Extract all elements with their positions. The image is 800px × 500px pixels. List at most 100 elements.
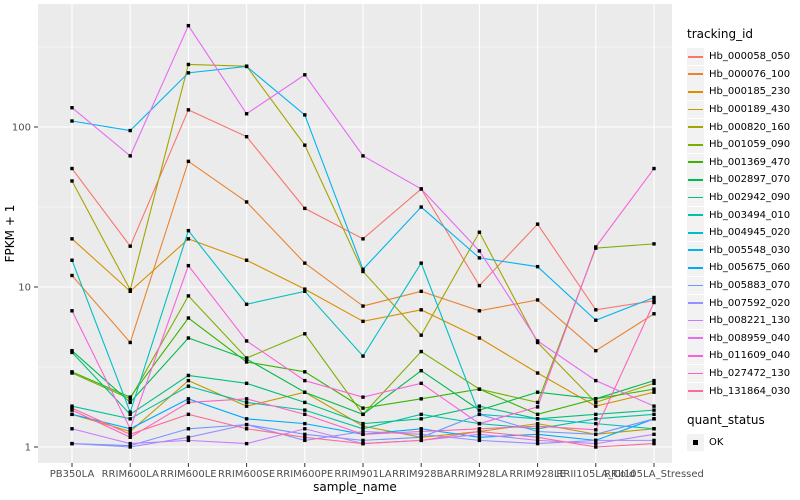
data-point [535, 421, 540, 426]
line-swatch-icon [687, 189, 704, 207]
data-point [652, 390, 656, 394]
data-point [244, 400, 249, 405]
data-point [244, 404, 249, 408]
legend-item-Hb_000058_050: Hb_000058_050 [687, 48, 790, 66]
data-point [652, 378, 656, 383]
data-point [652, 387, 656, 391]
data-point [303, 432, 307, 437]
data-point [128, 288, 132, 292]
data-point [477, 435, 482, 439]
data-point [303, 390, 307, 394]
data-point [70, 408, 74, 412]
data-point [186, 373, 191, 378]
data-point [244, 302, 249, 306]
data-point [419, 417, 423, 421]
legend-item-Hb_001369_470: Hb_001369_470 [687, 153, 791, 172]
data-point [419, 381, 423, 386]
data-point [361, 304, 365, 308]
data-point [361, 237, 365, 241]
data-point [70, 273, 74, 278]
data-point [244, 339, 249, 343]
data-point [535, 298, 540, 302]
x-axis-title: sample_name [313, 480, 397, 494]
data-point [652, 299, 656, 303]
data-point [535, 427, 540, 431]
data-point [186, 294, 191, 298]
data-point [70, 166, 74, 171]
legend-label: Hb_000185_230 [709, 86, 791, 98]
legend-item-Hb_027472_130: Hb_027472_130 [687, 364, 790, 383]
legend-item-Hb_000076_100: Hb_000076_100 [687, 65, 790, 84]
legend-label: Hb_001369_470 [709, 156, 791, 168]
data-point [186, 71, 191, 75]
legend-label: Hb_008959_040 [709, 332, 791, 344]
data-point [419, 289, 423, 293]
data-point [361, 432, 365, 437]
data-point [303, 289, 307, 293]
data-point [128, 445, 132, 449]
ok-key [687, 434, 704, 452]
data-point [535, 441, 540, 446]
line-swatch-icon [687, 347, 704, 365]
data-point [128, 410, 132, 414]
line-swatch-icon [687, 224, 704, 242]
data-point [244, 258, 249, 262]
data-point [244, 134, 249, 139]
data-point [594, 404, 598, 408]
data-point [186, 400, 191, 405]
data-point [477, 421, 482, 426]
data-point [477, 230, 482, 234]
legend-item-Hb_004945_020: Hb_004945_020 [687, 224, 790, 242]
legend-item-Hb_005548_030: Hb_005548_030 [687, 241, 790, 260]
data-point [419, 308, 423, 312]
data-point [303, 400, 307, 405]
legend-label: Hb_000058_050 [709, 51, 791, 63]
data-point [361, 412, 365, 417]
line-swatch-icon [687, 83, 704, 101]
data-point [535, 264, 540, 269]
data-point [477, 427, 482, 431]
data-point [419, 397, 423, 401]
legend-item-Hb_008221_130: Hb_008221_130 [687, 312, 790, 330]
line-swatch-icon [687, 312, 704, 330]
data-point [70, 404, 74, 408]
legend-item-ok: OK [687, 434, 790, 452]
legend-item-Hb_000189_430: Hb_000189_430 [687, 101, 790, 119]
line-swatch-icon [687, 153, 704, 171]
data-point [128, 395, 132, 399]
data-point [535, 405, 540, 409]
data-point [361, 406, 365, 410]
data-point [186, 336, 191, 340]
data-point [70, 441, 74, 446]
legend-item-Hb_005675_060: Hb_005675_060 [687, 259, 790, 277]
legend-item-Hb_005883_070: Hb_005883_070 [687, 277, 790, 295]
data-point [186, 397, 191, 401]
line-swatch-icon [687, 259, 704, 277]
x-tick-label: RRIM600SE [218, 469, 275, 480]
data-point [128, 340, 132, 345]
data-point [361, 427, 365, 431]
data-point [128, 435, 132, 439]
data-point [419, 349, 423, 354]
data-point [652, 441, 656, 446]
data-point [303, 421, 307, 426]
data-point [186, 435, 191, 439]
line-swatch-icon [687, 101, 704, 119]
legend-label: Hb_131864_030 [709, 385, 791, 397]
legend-label: Hb_000820_160 [709, 121, 791, 133]
data-point [244, 417, 249, 421]
data-point [186, 237, 191, 241]
data-point [477, 404, 482, 408]
data-point [361, 267, 365, 272]
data-point [652, 300, 656, 305]
data-point [244, 200, 249, 204]
data-point [186, 384, 191, 388]
data-point [594, 308, 598, 312]
data-point [535, 435, 540, 439]
data-point [244, 381, 249, 386]
x-tick-label: RRIM928BA [392, 469, 450, 480]
data-point [594, 397, 598, 401]
data-point [535, 390, 540, 394]
data-point [419, 205, 423, 209]
